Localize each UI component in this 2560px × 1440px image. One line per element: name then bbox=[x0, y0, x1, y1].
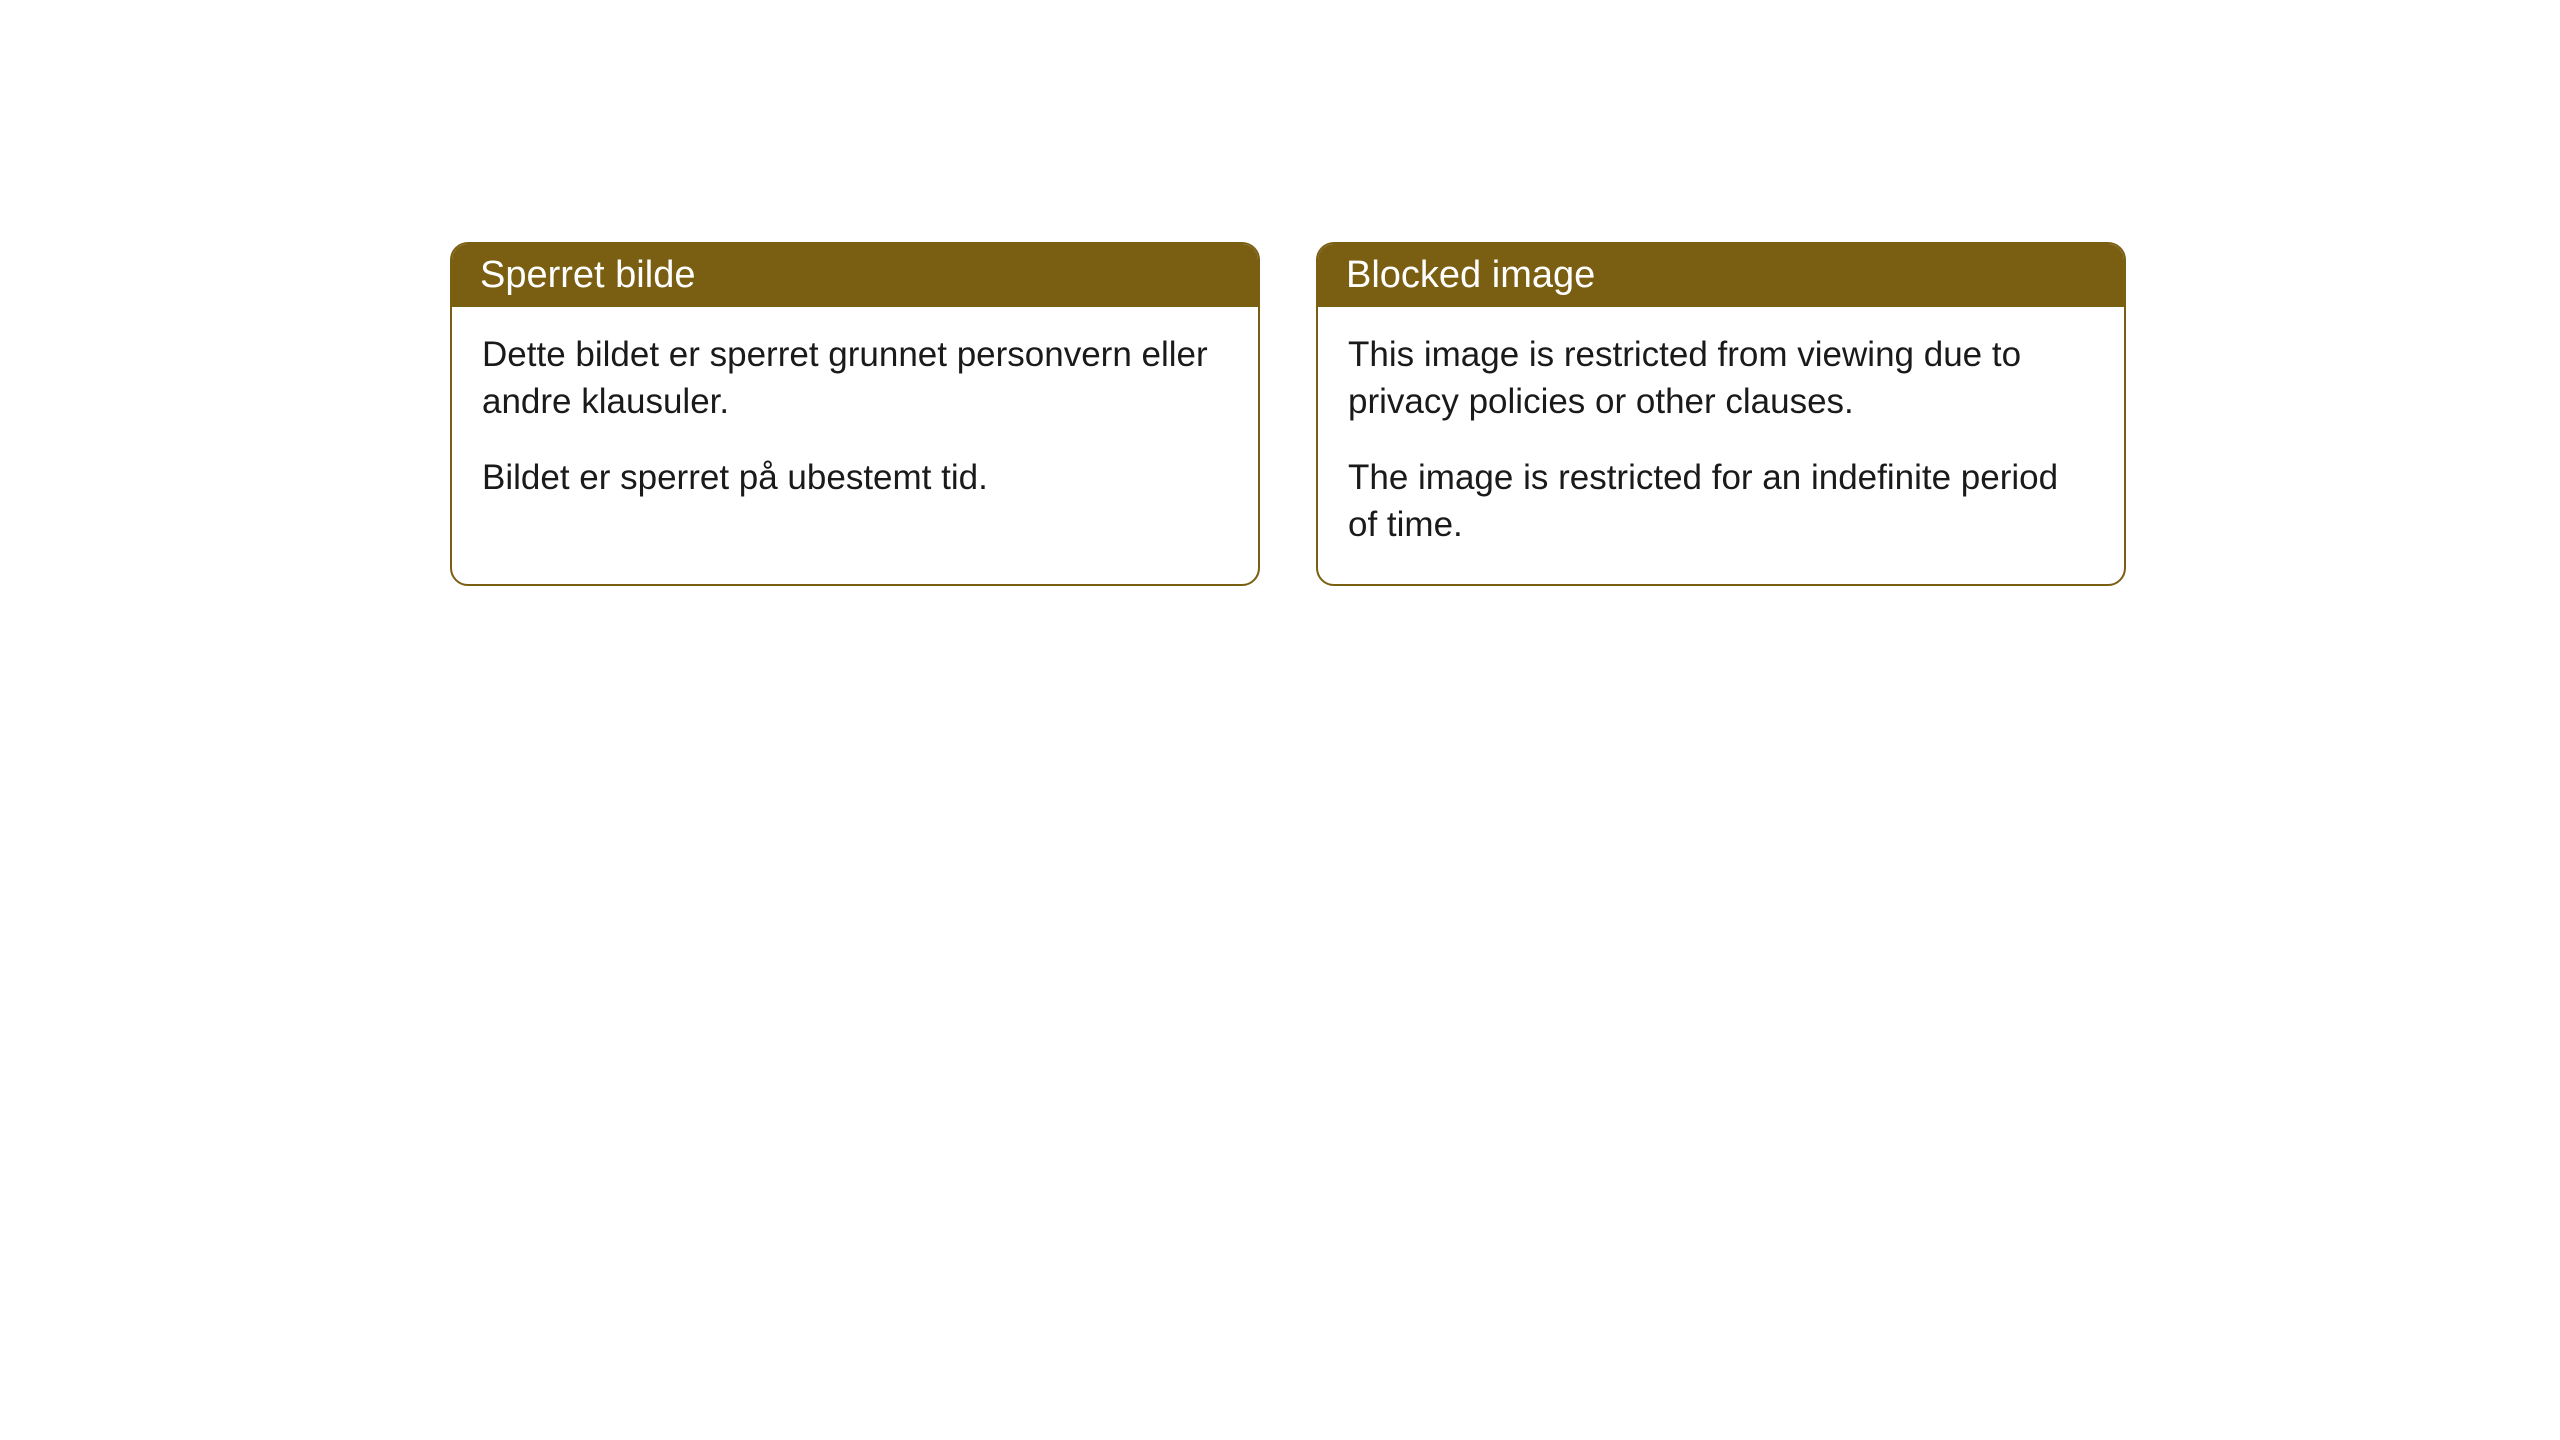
card-header: Blocked image bbox=[1318, 244, 2124, 307]
card-paragraph: The image is restricted for an indefinit… bbox=[1348, 454, 2094, 549]
card-paragraph: Bildet er sperret på ubestemt tid. bbox=[482, 454, 1228, 501]
notice-card-english: Blocked image This image is restricted f… bbox=[1316, 242, 2126, 586]
card-title: Blocked image bbox=[1346, 254, 1595, 296]
card-title: Sperret bilde bbox=[480, 254, 695, 296]
notice-card-norwegian: Sperret bilde Dette bildet er sperret gr… bbox=[450, 242, 1260, 586]
notice-cards-container: Sperret bilde Dette bildet er sperret gr… bbox=[450, 242, 2560, 586]
card-paragraph: Dette bildet er sperret grunnet personve… bbox=[482, 331, 1228, 426]
card-body: Dette bildet er sperret grunnet personve… bbox=[452, 307, 1258, 537]
card-paragraph: This image is restricted from viewing du… bbox=[1348, 331, 2094, 426]
card-header: Sperret bilde bbox=[452, 244, 1258, 307]
card-body: This image is restricted from viewing du… bbox=[1318, 307, 2124, 584]
